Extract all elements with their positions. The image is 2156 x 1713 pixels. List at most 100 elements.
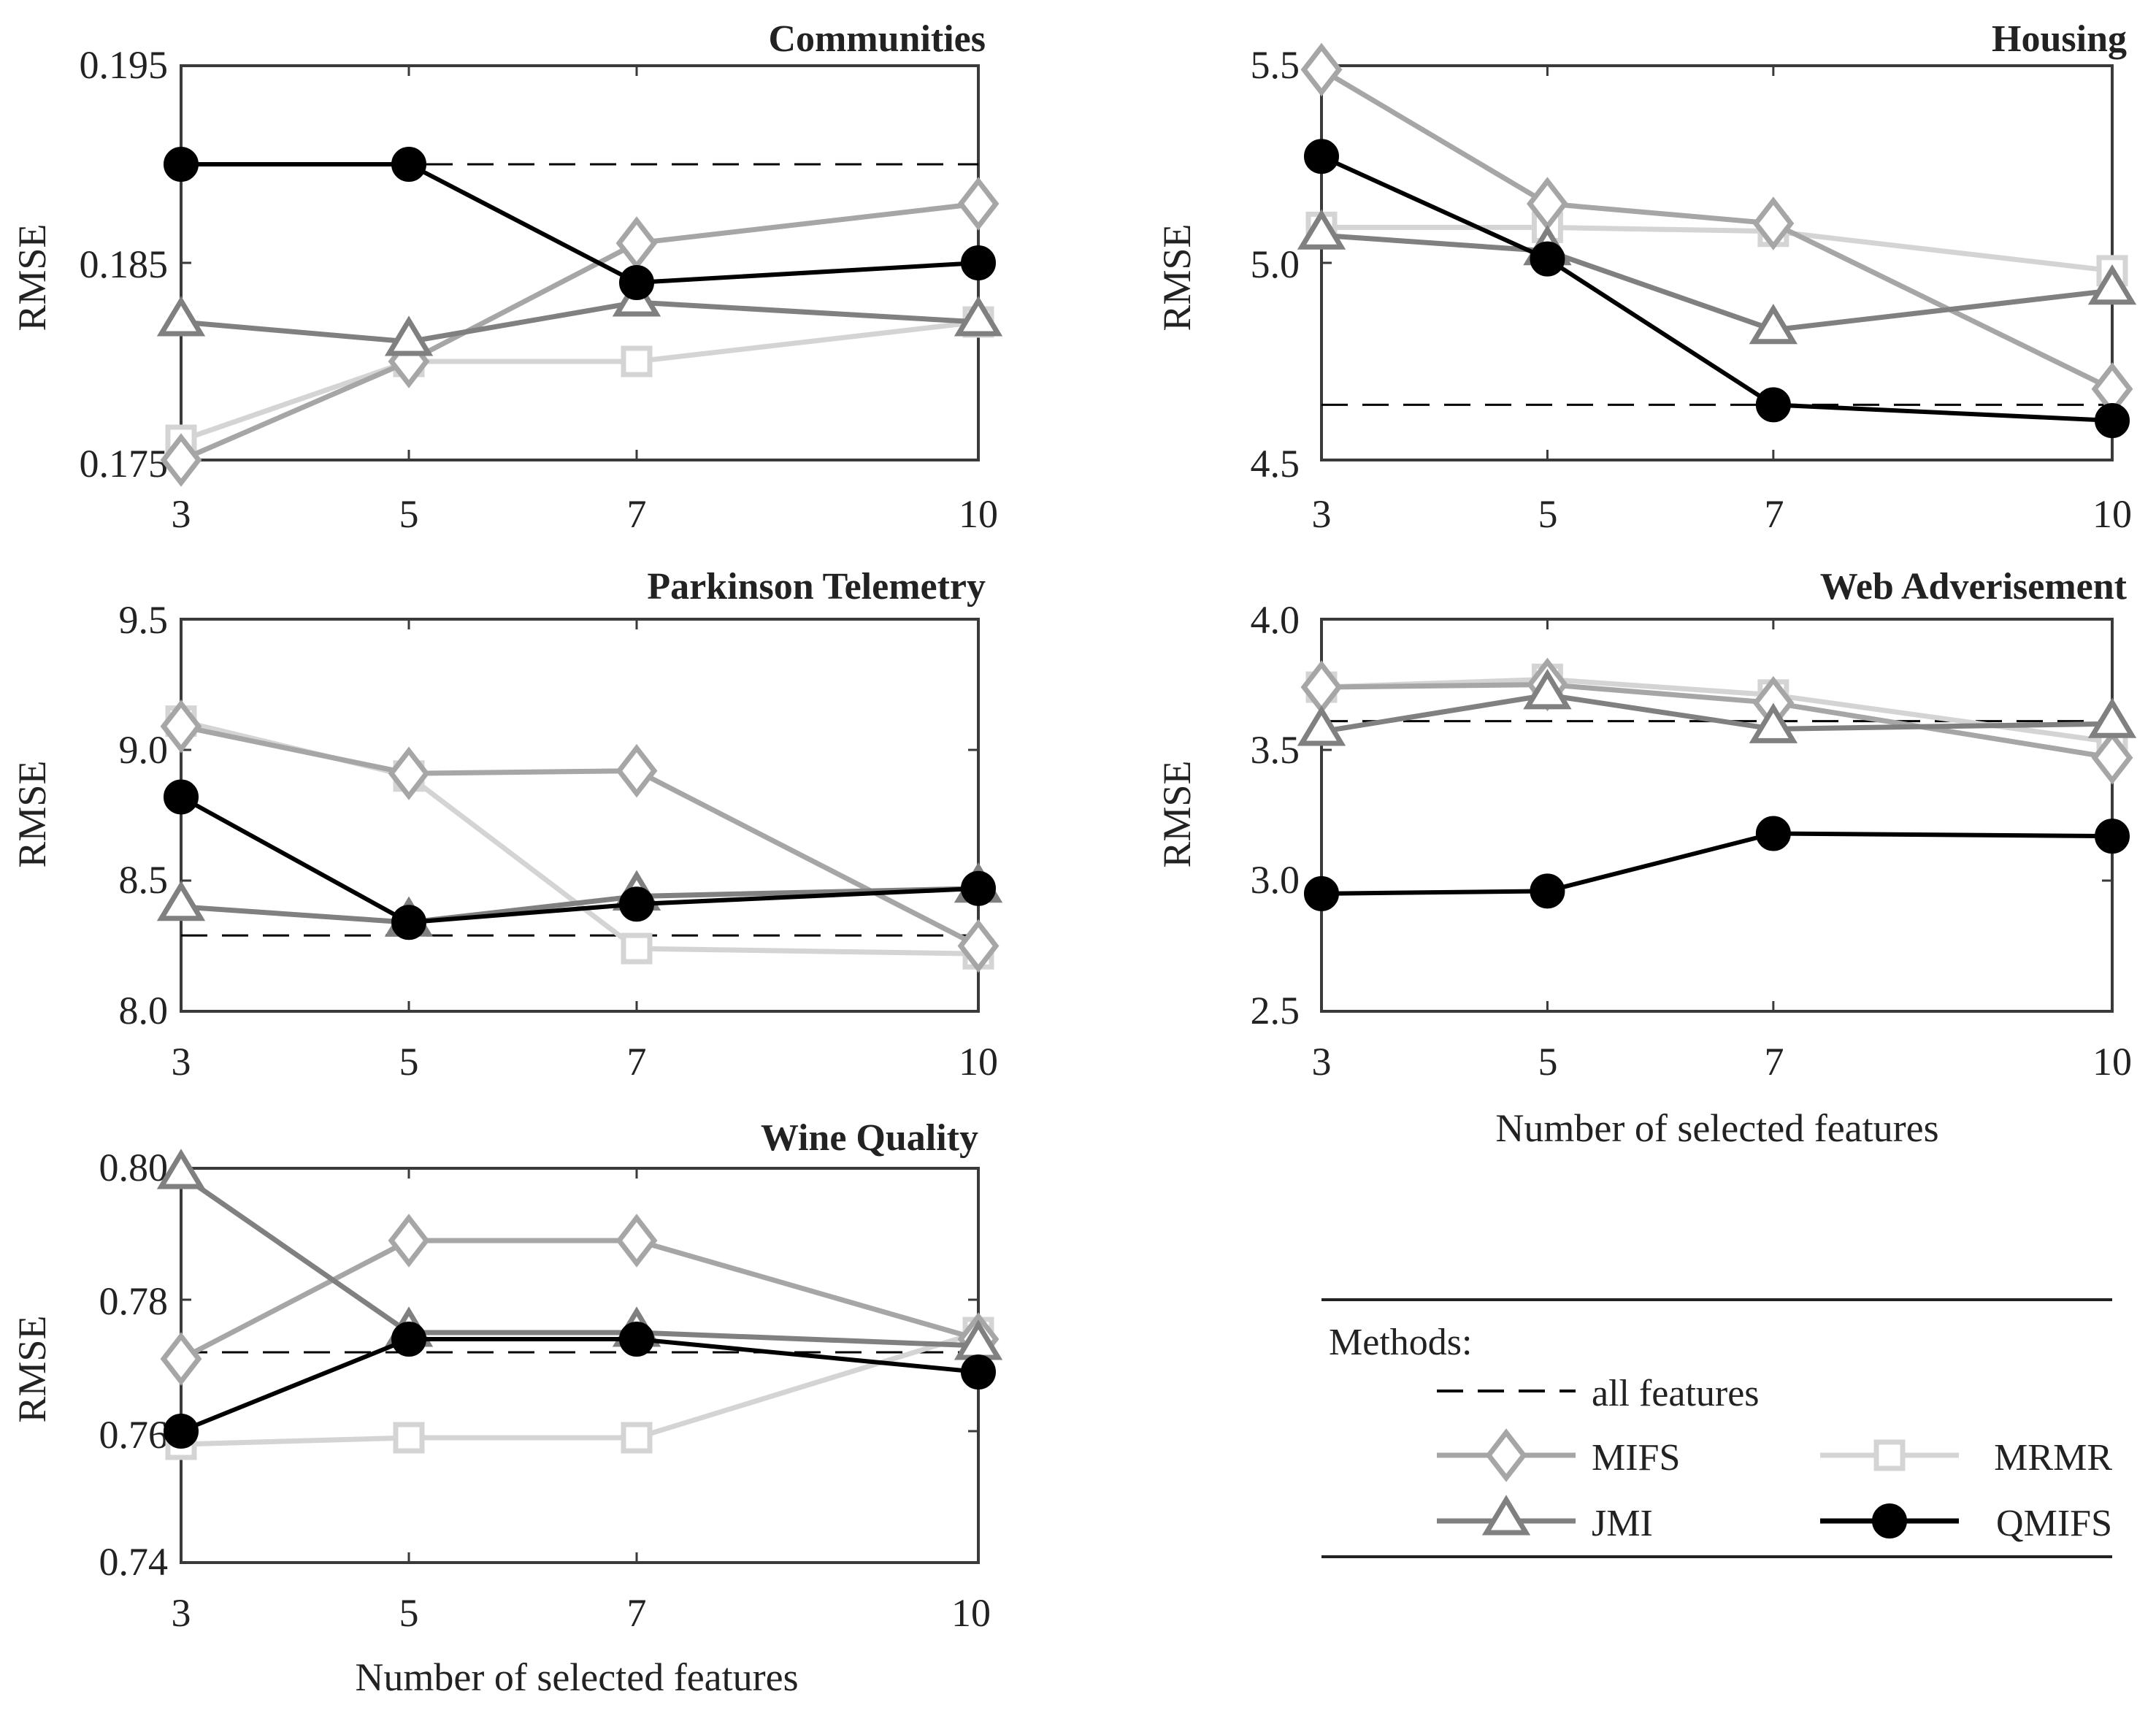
data-point-mifs	[615, 1214, 658, 1268]
plot-frame	[1320, 618, 2114, 1013]
data-point-qmifs	[961, 870, 996, 906]
y-axis-title: RMSE	[10, 1315, 54, 1422]
legend-label: JMI	[1592, 1503, 1653, 1544]
x-axis-title: Number of selected features	[355, 1655, 798, 1699]
series-line-jmi	[180, 886, 979, 925]
panel-title: Parkinson Telemetry	[647, 566, 986, 608]
data-point-qmifs	[1755, 387, 1791, 423]
panel-title: Communities	[768, 18, 986, 60]
data-point-qmifs	[391, 1322, 426, 1357]
y-axis-title: RMSE	[1155, 760, 1199, 867]
data-point-jmi	[1749, 303, 1798, 345]
x-tick-label: 7	[1765, 492, 1784, 536]
series-line-qmifs	[180, 1337, 979, 1433]
data-point-jmi	[156, 880, 206, 921]
data-point-mifs	[160, 700, 202, 754]
x-tick-label: 5	[399, 1040, 419, 1084]
data-point-qmifs	[961, 245, 996, 280]
x-tick-label: 3	[172, 1591, 191, 1635]
data-point-qmifs	[619, 886, 654, 922]
series-line-mifs	[1321, 681, 2113, 761]
legend-heading: Methods:	[1329, 1322, 1472, 1363]
data-point-jmi	[156, 296, 206, 337]
data-point-mifs	[1752, 196, 1795, 250]
legend-entry-jmi: JMI	[1437, 1495, 1653, 1544]
panel-title: Housing	[1992, 18, 2127, 60]
x-tick-label: 10	[2092, 1040, 2132, 1084]
data-point-jmi	[1297, 209, 1346, 250]
y-tick-label: 5.5	[1251, 43, 1300, 87]
data-point-mifs	[160, 1332, 202, 1386]
series-line-jmi	[180, 1173, 979, 1349]
y-tick-label: 0.74	[99, 1540, 169, 1584]
triangle-marker-icon	[1481, 1495, 1531, 1536]
series-line-mrmr	[1321, 676, 2113, 745]
data-point-jmi	[954, 296, 1003, 337]
legend-entry-mrmr: MRMR	[1820, 1437, 2112, 1479]
x-tick-label: 7	[627, 492, 647, 536]
data-point-qmifs	[619, 265, 654, 300]
y-tick-label: 9.5	[119, 598, 169, 642]
y-axis-title: RMSE	[10, 223, 54, 331]
data-point-qmifs	[1530, 873, 1565, 909]
data-point-qmifs	[164, 1414, 199, 1449]
series-line-mrmr	[180, 319, 979, 443]
legend-entry-qmifs: QMIFS	[1820, 1503, 2112, 1544]
series-line-mrmr	[180, 1330, 980, 1447]
x-tick-label: 5	[399, 1591, 419, 1635]
data-point-jmi	[384, 315, 434, 356]
data-point-mrmr	[621, 932, 653, 965]
data-point-mifs	[1300, 42, 1343, 97]
y-tick-label: 3.0	[1251, 858, 1300, 902]
plot-frame	[180, 618, 980, 1013]
y-tick-label: 0.175	[80, 442, 169, 486]
panel-wine-quality: Wine Quality RMSE 0.80 0.78 0.76 0.74 3 …	[10, 1117, 1003, 1699]
data-point-mrmr	[621, 345, 653, 378]
data-point-qmifs	[164, 779, 199, 815]
data-point-jmi	[2087, 697, 2137, 738]
legend-label: MIFS	[1592, 1437, 1680, 1479]
x-tick-label: 3	[172, 1040, 191, 1084]
data-point-mrmr	[393, 1422, 425, 1454]
y-tick-label: 8.5	[119, 858, 169, 902]
square-marker-icon	[1873, 1439, 1906, 1471]
data-point-qmifs	[391, 905, 426, 940]
y-tick-label: 9.0	[119, 728, 169, 772]
data-point-mifs	[615, 743, 658, 798]
x-tick-label: 7	[627, 1591, 647, 1635]
y-tick-label: 0.195	[80, 43, 169, 87]
data-point-qmifs	[1755, 816, 1791, 851]
data-point-jmi	[1749, 702, 1798, 743]
plot-frame	[180, 1167, 980, 1564]
y-tick-label: 0.76	[99, 1413, 169, 1457]
data-point-jmi	[2087, 264, 2137, 305]
data-point-qmifs	[164, 147, 199, 182]
x-tick-label: 10	[951, 1591, 991, 1635]
data-point-qmifs	[961, 1354, 996, 1390]
data-point-mifs	[388, 1214, 430, 1268]
data-point-jmi	[1523, 669, 1572, 710]
x-tick-label: 3	[172, 492, 191, 536]
y-tick-label: 0.78	[99, 1279, 169, 1323]
legend: Methods: all features MIFS MRMR JMI QMIF…	[1321, 1298, 2112, 1558]
y-tick-label: 4.5	[1251, 442, 1300, 486]
series-line-qmifs	[1321, 831, 2113, 896]
legend-label: all features	[1592, 1373, 1760, 1414]
series-line-mifs	[180, 1238, 979, 1362]
x-tick-label: 10	[959, 492, 998, 536]
data-point-mifs	[2091, 731, 2133, 785]
x-tick-label: 3	[1312, 1040, 1332, 1084]
x-tick-label: 10	[2092, 492, 2132, 536]
panel-parkinson-telemetry: Parkinson Telemetry RMSE 9.5 9.0 8.5 8.0…	[10, 566, 1003, 1084]
panel-communities: Communities RMSE 0.195 0.185 0.175 3 5 7…	[10, 18, 1003, 536]
data-point-jmi	[156, 1149, 206, 1189]
data-point-mifs	[615, 216, 658, 270]
data-point-qmifs	[1304, 875, 1339, 911]
series-line-mifs	[1320, 67, 2114, 391]
data-point-mifs	[160, 433, 202, 487]
series-line-qmifs	[180, 794, 979, 925]
y-tick-label: 8.0	[119, 989, 169, 1032]
data-point-mifs	[1300, 660, 1343, 714]
data-point-mifs	[388, 746, 430, 800]
